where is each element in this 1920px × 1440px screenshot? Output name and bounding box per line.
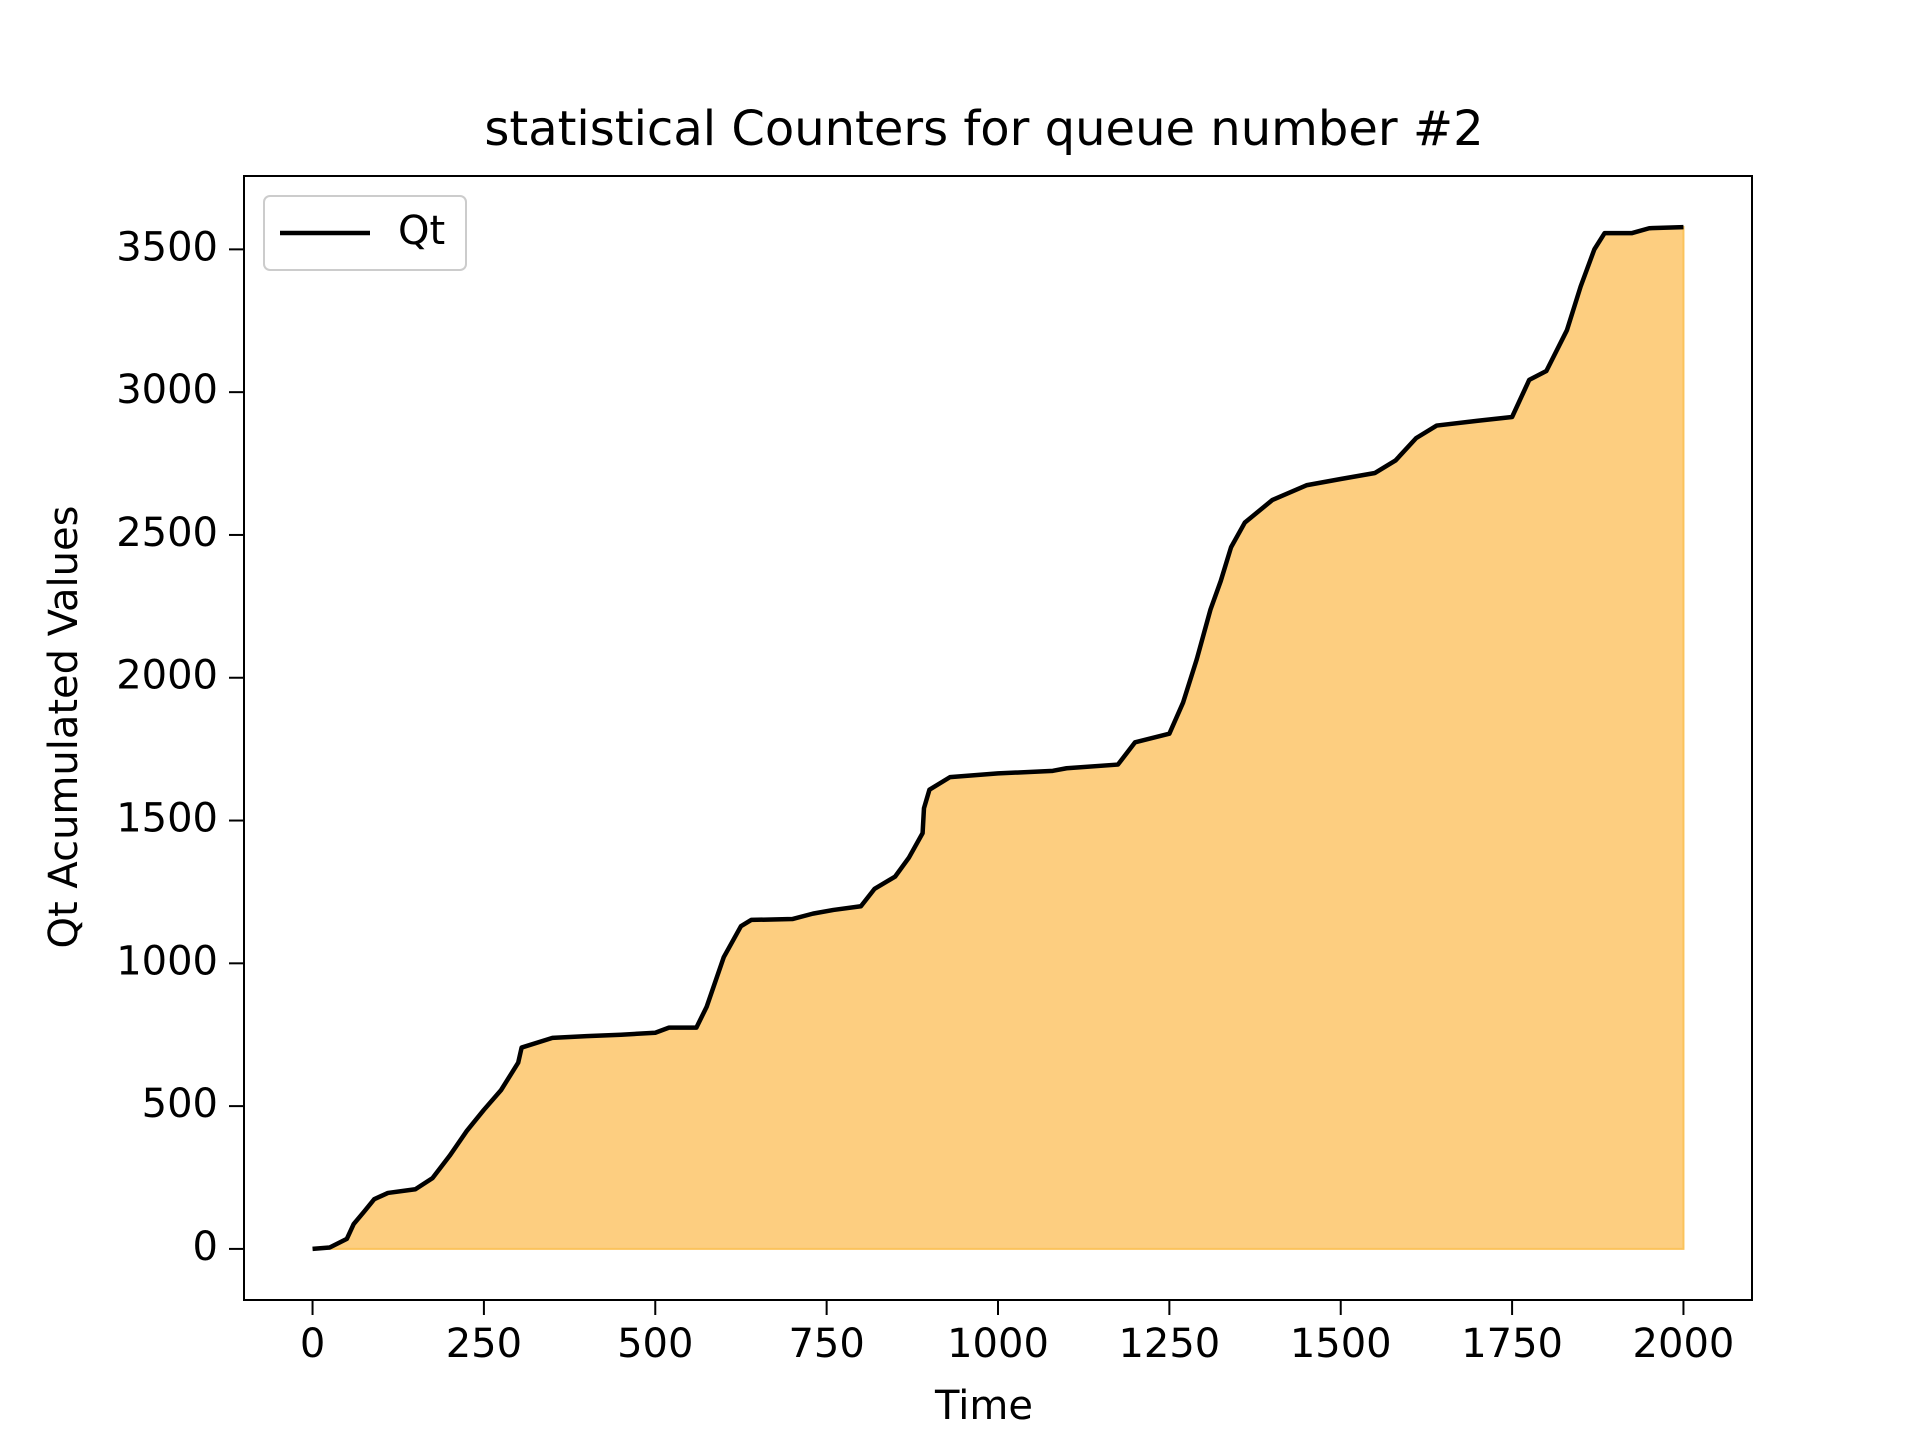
x-tick-label: 1000 — [947, 1321, 1049, 1367]
y-tick-label: 3000 — [116, 367, 218, 413]
y-axis-label: Qt Acumulated Values — [41, 506, 87, 949]
y-tick-label: 1000 — [116, 938, 218, 984]
x-tick-label: 1750 — [1461, 1321, 1563, 1367]
x-tick-label: 0 — [300, 1321, 325, 1367]
x-tick-label: 500 — [617, 1321, 693, 1367]
line — [312, 224, 1684, 1252]
y-tick-label: 2500 — [116, 510, 218, 556]
y-tick-label: 0 — [193, 1224, 218, 1270]
x-tick-label: 2000 — [1633, 1321, 1735, 1367]
x-tick-label: 750 — [788, 1321, 864, 1367]
y-tick-label: 2000 — [116, 653, 218, 699]
y-tick-label: 1500 — [116, 796, 218, 842]
y-tick-label: 3500 — [116, 224, 218, 270]
y-tick-label: 500 — [142, 1081, 218, 1127]
x-axis-label: Time — [934, 1383, 1033, 1429]
area — [312, 226, 1685, 1250]
x-tick-label: 250 — [446, 1321, 522, 1367]
legend-label: Qt — [398, 208, 445, 254]
x-tick-label: 1500 — [1290, 1321, 1392, 1367]
chart-title: statistical Counters for queue number #2 — [484, 101, 1483, 157]
x-tick-label: 1250 — [1118, 1321, 1220, 1367]
